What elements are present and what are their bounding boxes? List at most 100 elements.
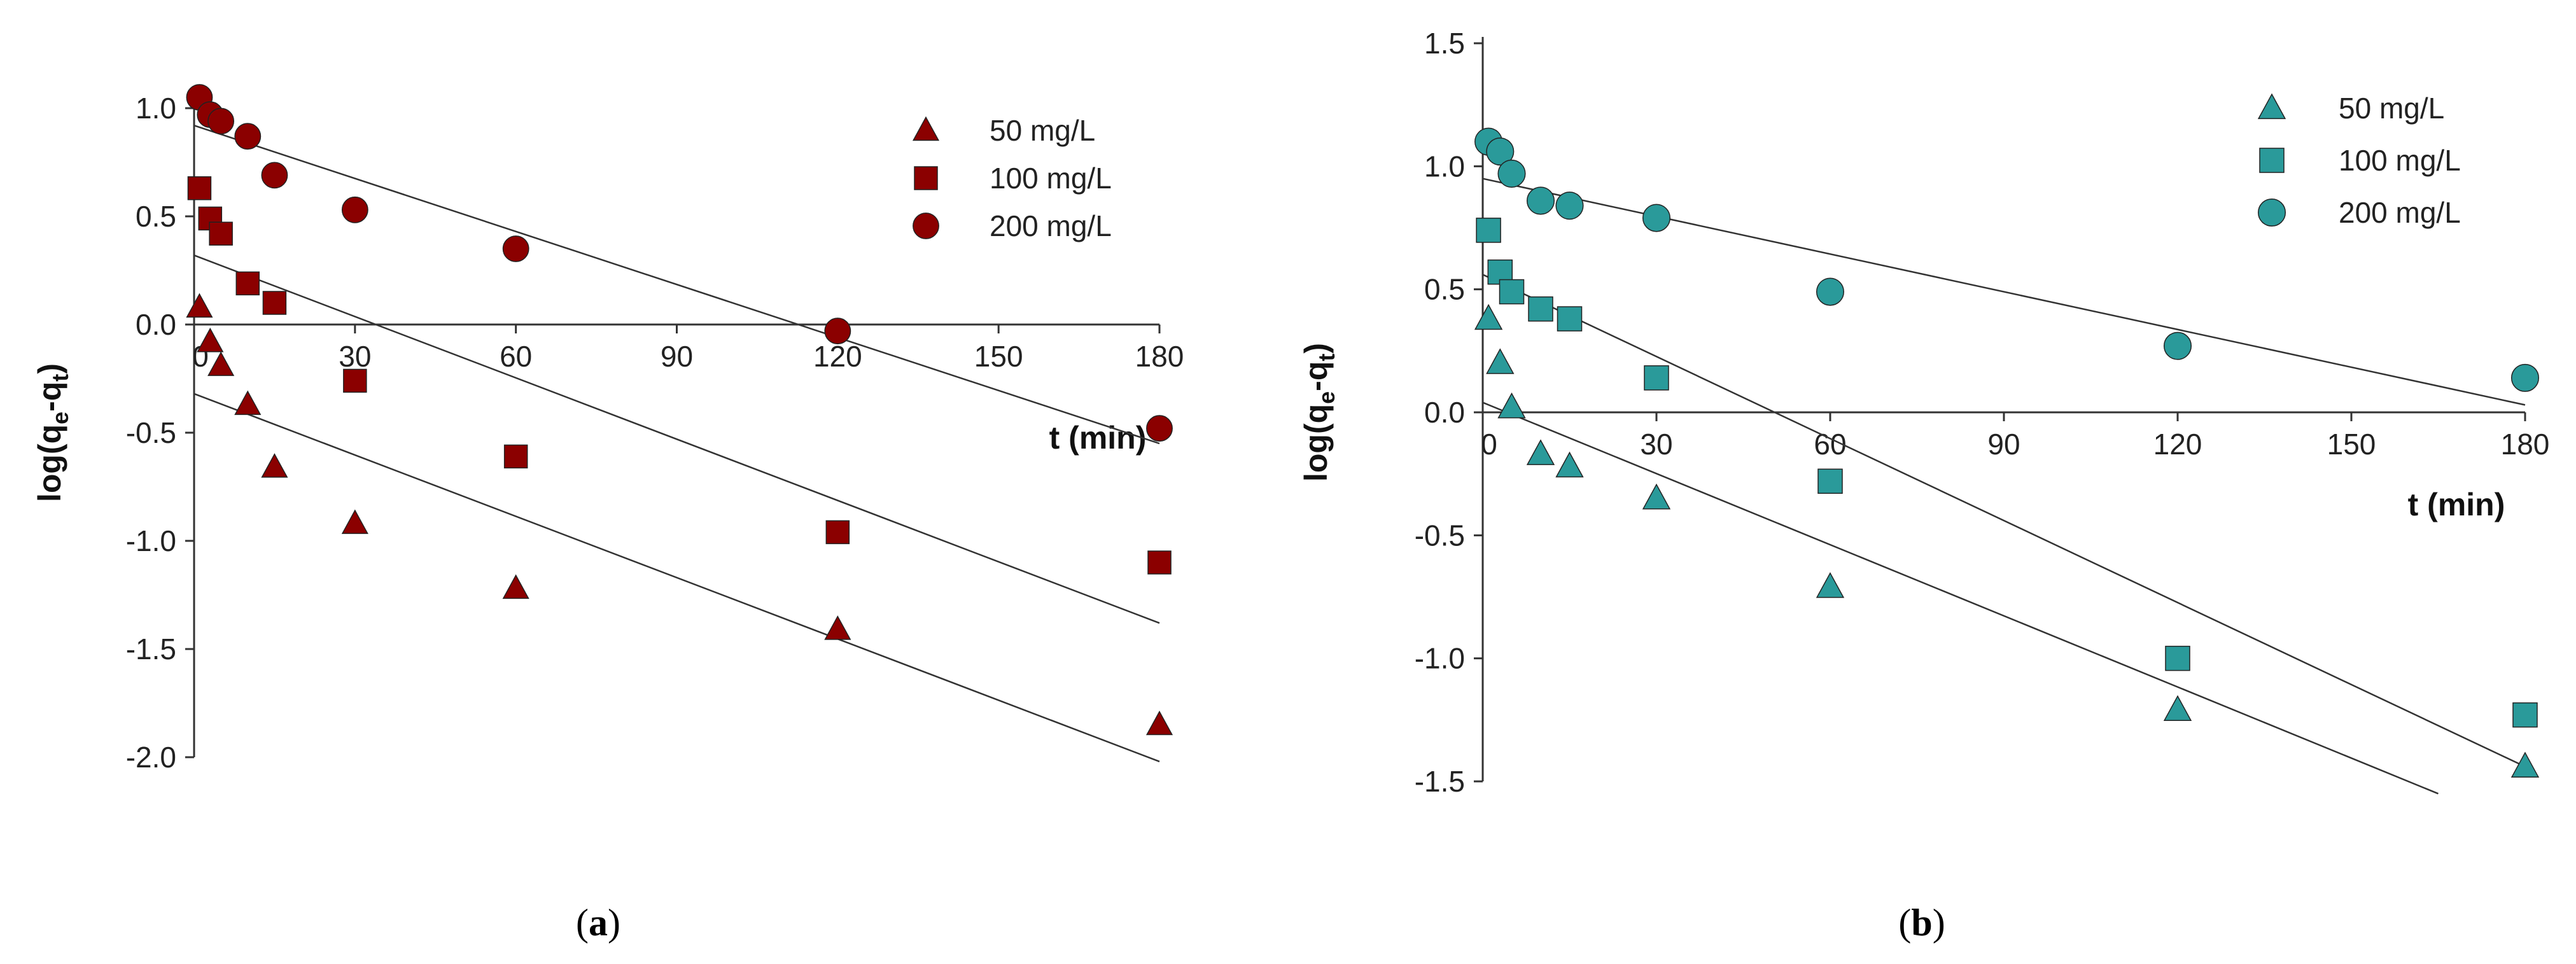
- data-point-circle: [1497, 159, 1526, 188]
- data-point-triangle: [824, 615, 851, 640]
- fit-line-triangle: [1482, 402, 2439, 795]
- data-point-triangle: [2163, 695, 2192, 722]
- y-axis-label-part: log(q: [1298, 404, 1334, 482]
- data-point-circle: [1642, 204, 1671, 232]
- data-point-triangle: [1474, 304, 1503, 330]
- x-tick-label: 30: [339, 340, 371, 373]
- caption-letter: a: [589, 902, 608, 944]
- legend-label: 100 mg/L: [990, 162, 1112, 195]
- x-tick-label: 90: [661, 340, 693, 373]
- y-tick-label: -1.5: [1415, 765, 1465, 798]
- y-tick-label: 0.5: [136, 200, 176, 233]
- data-point-triangle: [234, 390, 262, 416]
- legend-label: 200 mg/L: [990, 209, 1112, 242]
- legend-marker-square: [2259, 148, 2285, 173]
- data-point-square: [1499, 279, 1525, 305]
- data-point-triangle: [261, 453, 288, 478]
- x-tick-label: 120: [2153, 428, 2202, 461]
- legend-marker-circle: [2257, 198, 2286, 227]
- y-tick-label: 0.0: [136, 308, 176, 341]
- data-point-circle: [502, 235, 529, 262]
- data-point-square: [262, 291, 287, 315]
- caption-open-paren: (: [1898, 902, 1911, 944]
- chart-panel-a: -2.0-1.5-1.0-0.50.00.51.00 30 60 90 120 150 18…: [32, 84, 1184, 944]
- data-point-square: [2165, 645, 2190, 671]
- y-axis-label-part: ): [1298, 343, 1334, 354]
- y-tick-label: -0.5: [126, 416, 176, 449]
- data-point-square: [1644, 365, 1669, 391]
- data-point-triangle: [1816, 572, 1845, 598]
- x-axis-label: t (min): [2408, 487, 2505, 522]
- x-tick-label: 0: [1481, 428, 1497, 461]
- data-point-circle: [207, 108, 235, 135]
- y-tick-label: 1.0: [136, 92, 176, 125]
- y-axis-label-part: -q: [1298, 361, 1334, 391]
- data-point-triangle: [1526, 439, 1555, 465]
- data-point-triangle: [502, 574, 529, 599]
- legend-marker-triangle: [2257, 93, 2286, 120]
- data-point-square: [2512, 702, 2538, 728]
- y-tick-label: 0.0: [1424, 396, 1465, 429]
- x-tick-label: 120: [813, 340, 862, 373]
- y-tick-label: 1.0: [1424, 150, 1465, 183]
- fit-line-triangle: [193, 393, 1160, 762]
- y-tick-label: -0.5: [1415, 519, 1465, 552]
- data-point-square: [1476, 218, 1501, 243]
- y-tick-label: 0.5: [1424, 273, 1465, 306]
- x-tick-label: 150: [2327, 428, 2376, 461]
- x-tick-label: 180: [1135, 340, 1184, 373]
- panel-caption: (b): [1898, 902, 1945, 944]
- panel-caption: (a): [576, 902, 620, 944]
- data-point-triangle: [1555, 451, 1584, 478]
- x-tick-label: 180: [2501, 428, 2550, 461]
- legend-marker-square: [914, 166, 938, 190]
- data-point-square: [503, 444, 528, 469]
- y-axis-label: log(qe-qt): [32, 363, 73, 502]
- fit-line-circle: [193, 125, 1160, 445]
- data-point-square: [1817, 468, 1843, 494]
- data-point-square: [1528, 296, 1553, 322]
- legend-marker-triangle: [912, 116, 940, 141]
- data-point-circle: [824, 318, 851, 345]
- x-tick-label: 150: [974, 340, 1023, 373]
- chart-panel-b: -1.5-1.0-0.50.00.51.01.50 30 60 90 120 150 180…: [1298, 27, 2549, 944]
- data-point-circle: [1146, 415, 1173, 442]
- data-point-triangle: [2510, 751, 2540, 778]
- y-tick-label: -1.5: [126, 632, 176, 666]
- y-axis-label-part: log(q: [32, 424, 67, 502]
- data-point-square: [343, 368, 367, 393]
- data-point-triangle: [1145, 710, 1173, 736]
- x-tick-label: 60: [500, 340, 532, 373]
- data-point-square: [1557, 306, 1583, 332]
- data-point-triangle: [1642, 483, 1671, 510]
- legend-label: 100 mg/L: [2339, 144, 2461, 177]
- data-point-circle: [1555, 192, 1584, 220]
- data-point-circle: [341, 196, 368, 223]
- y-axis-label-subscript: t: [47, 374, 73, 382]
- fit-line-square: [193, 255, 1160, 624]
- x-tick-label: 90: [1987, 428, 2020, 461]
- data-point-triangle: [1486, 348, 1515, 374]
- legend-marker-circle: [913, 213, 939, 239]
- caption-close-paren: ): [608, 902, 620, 944]
- caption-letter: b: [1911, 902, 1932, 944]
- data-point-circle: [261, 162, 288, 189]
- data-point-circle: [1486, 137, 1515, 166]
- y-axis-label-part: -q: [32, 382, 67, 412]
- data-point-triangle: [207, 351, 235, 376]
- legend-label: 50 mg/L: [2339, 92, 2444, 125]
- y-axis-label: log(qe-qt): [1298, 343, 1340, 482]
- data-point-circle: [1526, 186, 1555, 215]
- data-point-square: [1147, 550, 1172, 575]
- x-tick-label: 30: [1640, 428, 1672, 461]
- data-point-triangle: [186, 293, 213, 318]
- y-tick-label: -1.0: [126, 524, 176, 557]
- y-axis-label-part: ): [32, 363, 67, 374]
- data-point-triangle: [197, 327, 224, 353]
- y-axis-label-subscript: e: [1313, 391, 1340, 404]
- caption-close-paren: ): [1933, 902, 1945, 944]
- data-point-triangle: [1497, 392, 1526, 419]
- y-tick-label: 1.5: [1424, 27, 1465, 60]
- data-point-square: [209, 221, 233, 246]
